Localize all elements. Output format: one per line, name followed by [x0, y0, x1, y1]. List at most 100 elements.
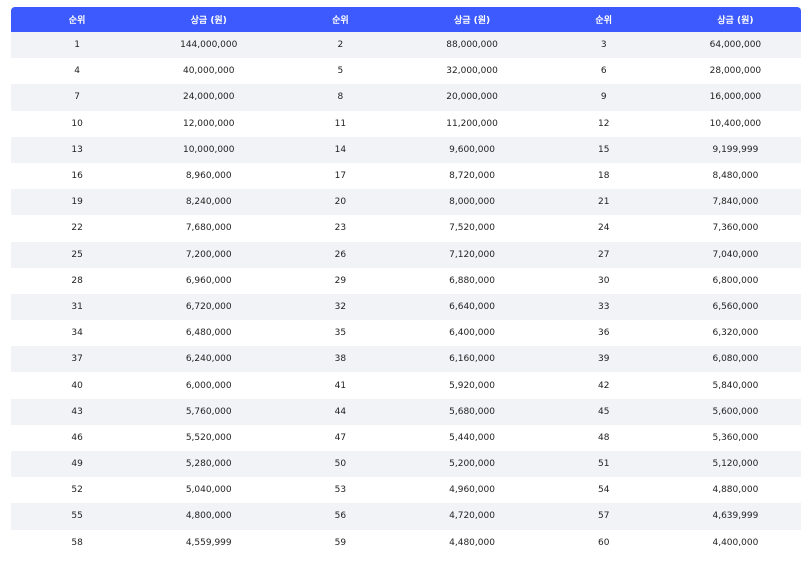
rank-cell: 1: [11, 32, 144, 59]
table-row: 16 8,960,000 17 8,720,000 18 8,480,000: [11, 162, 801, 190]
rank-cell: 41: [274, 372, 407, 399]
table-row: 13 10,000,000 14 9,600,000 15 9,199,999: [11, 136, 801, 163]
table-row: 58 4,559,999 59 4,480,000 60 4,400,000: [11, 529, 801, 556]
header-prize-3: 상금 (원): [669, 7, 801, 32]
prize-cell: 6,320,000: [669, 320, 801, 347]
rank-cell: 21: [537, 189, 670, 216]
rank-cell: 59: [274, 529, 407, 556]
rank-cell: 20: [274, 189, 407, 216]
prize-cell: 6,080,000: [669, 346, 801, 373]
prize-cell: 5,360,000: [669, 424, 801, 451]
table-row: 4 40,000,000 5 32,000,000 6 28,000,000: [11, 58, 801, 85]
rank-cell: 11: [274, 110, 407, 137]
prize-cell: 24,000,000: [143, 84, 275, 111]
rank-cell: 38: [274, 346, 407, 373]
rank-cell: 50: [274, 451, 407, 478]
header-rank-2: 순위: [274, 7, 407, 32]
prize-cell: 144,000,000: [143, 32, 275, 59]
rank-cell: 27: [537, 241, 670, 268]
prize-cell: 8,000,000: [406, 189, 538, 216]
table-row: 37 6,240,000 38 6,160,000 39 6,080,000: [11, 346, 801, 373]
prize-cell: 4,639,999: [669, 503, 801, 530]
prize-cell: 6,880,000: [406, 267, 538, 294]
prize-cell: 5,840,000: [669, 372, 801, 399]
prize-cell: 4,960,000: [406, 477, 538, 504]
table-body: 1 144,000,000 2 88,000,000 3 64,000,000 4 40,00…: [11, 32, 801, 556]
prize-cell: 5,600,000: [669, 398, 801, 425]
prize-cell: 8,960,000: [143, 162, 275, 190]
rank-cell: 35: [274, 320, 407, 347]
table-row: 10 12,000,000 11 11,200,000 12 10,400,000: [11, 110, 801, 137]
rank-cell: 53: [274, 477, 407, 504]
prize-cell: 7,200,000: [143, 241, 275, 268]
rank-cell: 17: [274, 162, 407, 190]
prize-cell: 10,000,000: [143, 136, 275, 163]
table-row: 22 7,680,000 23 7,520,000 24 7,360,000: [11, 215, 801, 242]
table-row: 46 5,520,000 47 5,440,000 48 5,360,000: [11, 424, 801, 451]
header-row: 순위 상금 (원) 순위 상금 (원) 순위 상금 (원): [11, 7, 801, 32]
prize-cell: 7,360,000: [669, 215, 801, 242]
rank-cell: 7: [11, 84, 144, 111]
rank-cell: 39: [537, 346, 670, 373]
table-row: 25 7,200,000 26 7,120,000 27 7,040,000: [11, 241, 801, 268]
rank-cell: 56: [274, 503, 407, 530]
rank-cell: 19: [11, 189, 144, 216]
prize-cell: 8,720,000: [406, 162, 538, 190]
table-row: 31 6,720,000 32 6,640,000 33 6,560,000: [11, 293, 801, 321]
table-header: 순위 상금 (원) 순위 상금 (원) 순위 상금 (원): [11, 7, 801, 32]
prize-cell: 7,680,000: [143, 215, 275, 242]
prize-cell: 10,400,000: [669, 110, 801, 137]
prize-cell: 6,560,000: [669, 293, 801, 321]
rank-cell: 45: [537, 398, 670, 425]
prize-cell: 7,120,000: [406, 241, 538, 268]
prize-cell: 4,800,000: [143, 503, 275, 530]
rank-cell: 13: [11, 136, 144, 163]
prize-cell: 9,199,999: [669, 136, 801, 163]
prize-cell: 28,000,000: [669, 58, 801, 85]
prize-cell: 6,800,000: [669, 267, 801, 294]
header-prize-2: 상금 (원): [406, 7, 538, 32]
table-row: 1 144,000,000 2 88,000,000 3 64,000,000: [11, 32, 801, 59]
prize-cell: 5,040,000: [143, 477, 275, 504]
rank-cell: 37: [11, 346, 144, 373]
prize-cell: 40,000,000: [143, 58, 275, 85]
prize-cell: 5,200,000: [406, 451, 538, 478]
table-row: 40 6,000,000 41 5,920,000 42 5,840,000: [11, 372, 801, 399]
prize-cell: 64,000,000: [669, 32, 801, 59]
table-row: 55 4,800,000 56 4,720,000 57 4,639,999: [11, 503, 801, 530]
rank-cell: 18: [537, 162, 670, 190]
rank-cell: 26: [274, 241, 407, 268]
rank-cell: 31: [11, 293, 144, 321]
prize-cell: 6,400,000: [406, 320, 538, 347]
prize-cell: 7,040,000: [669, 241, 801, 268]
rank-cell: 55: [11, 503, 144, 530]
table-row: 52 5,040,000 53 4,960,000 54 4,880,000: [11, 477, 801, 504]
prize-cell: 4,559,999: [143, 529, 275, 556]
rank-cell: 46: [11, 424, 144, 451]
rank-cell: 36: [537, 320, 670, 347]
prize-cell: 32,000,000: [406, 58, 538, 85]
rank-cell: 43: [11, 398, 144, 425]
rank-cell: 9: [537, 84, 670, 111]
rank-cell: 54: [537, 477, 670, 504]
rank-cell: 6: [537, 58, 670, 85]
prize-cell: 16,000,000: [669, 84, 801, 111]
rank-cell: 60: [537, 529, 670, 556]
prize-cell: 6,960,000: [143, 267, 275, 294]
rank-cell: 24: [537, 215, 670, 242]
rank-cell: 10: [11, 110, 144, 137]
prize-cell: 11,200,000: [406, 110, 538, 137]
prize-cell: 5,280,000: [143, 451, 275, 478]
table-row: 49 5,280,000 50 5,200,000 51 5,120,000: [11, 451, 801, 478]
prize-cell: 7,840,000: [669, 189, 801, 216]
prize-cell: 5,760,000: [143, 398, 275, 425]
rank-cell: 5: [274, 58, 407, 85]
prize-cell: 5,440,000: [406, 424, 538, 451]
rank-cell: 15: [537, 136, 670, 163]
table-row: 19 8,240,000 20 8,000,000 21 7,840,000: [11, 189, 801, 216]
prize-cell: 88,000,000: [406, 32, 538, 59]
rank-cell: 23: [274, 215, 407, 242]
rank-cell: 42: [537, 372, 670, 399]
rank-cell: 40: [11, 372, 144, 399]
rank-cell: 49: [11, 451, 144, 478]
